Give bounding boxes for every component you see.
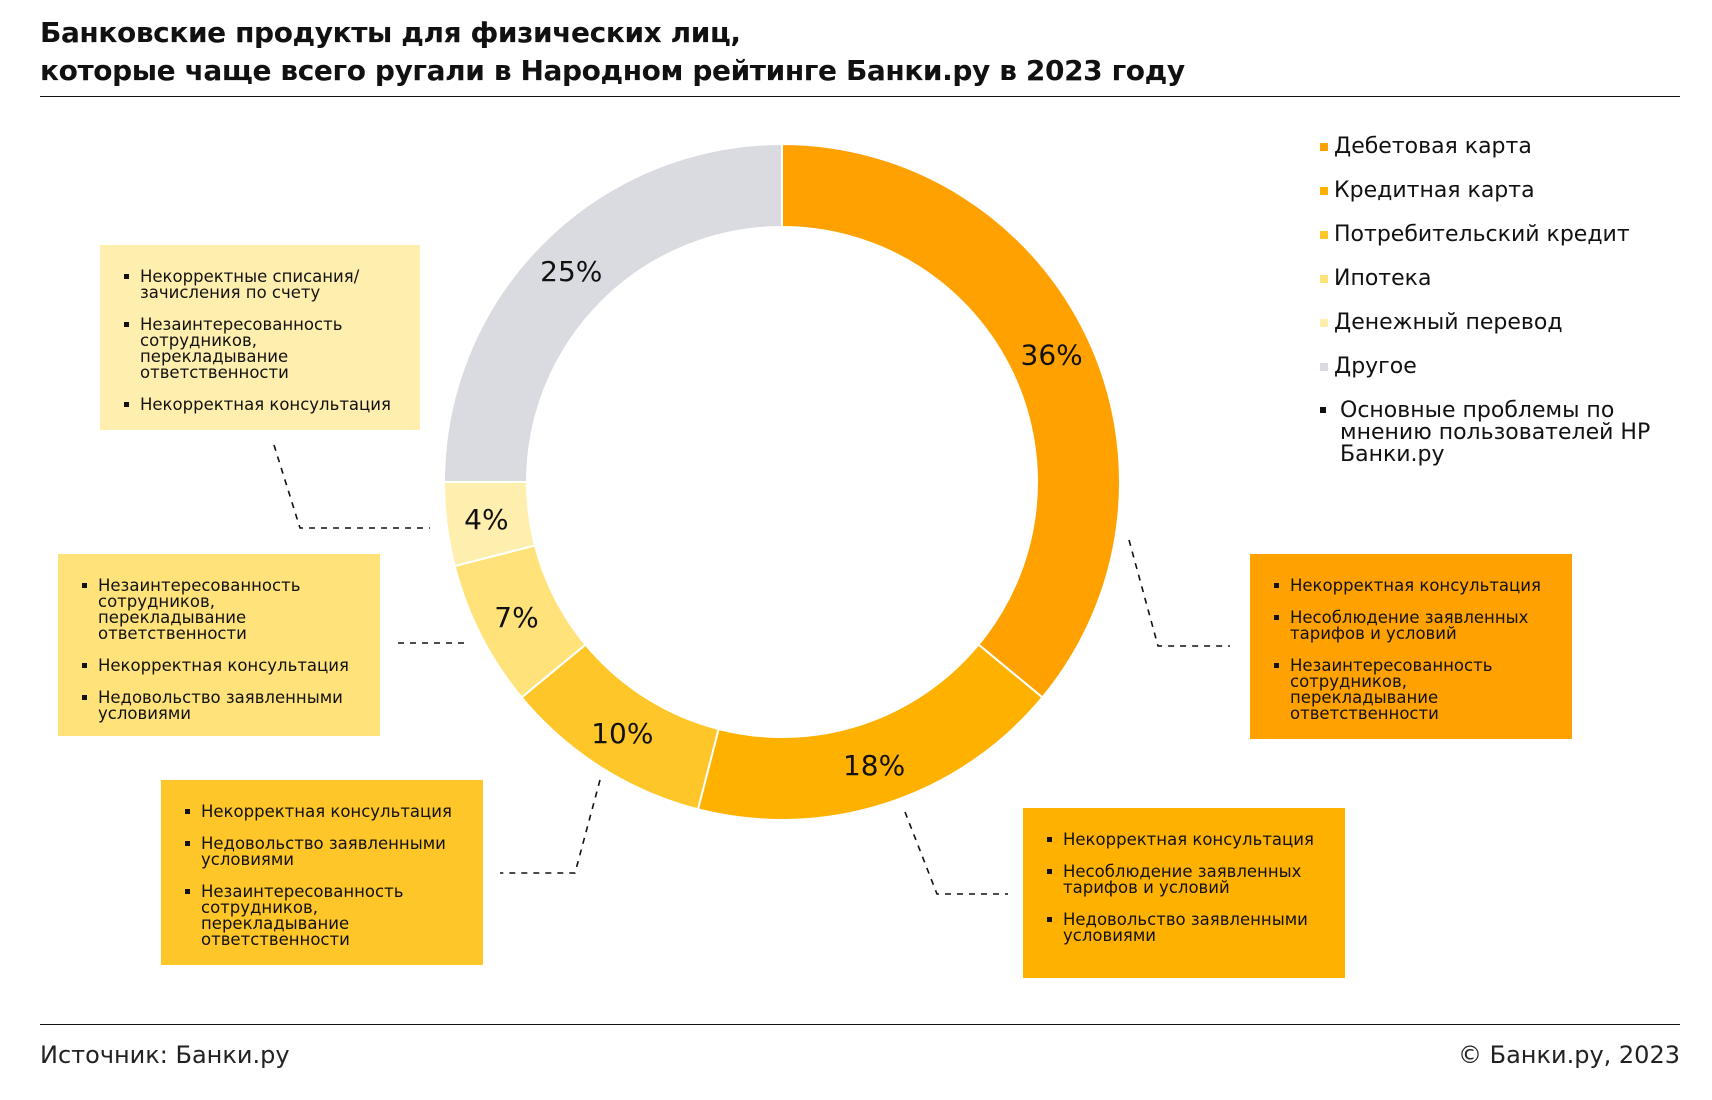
callout-item: Некорректная консультация [183,803,469,820]
legend-label: Другое [1334,354,1417,379]
legend-swatch [1320,231,1328,239]
legend-item: Кредитная карта [1320,176,1700,220]
callout-item: Незаинтересованность сотрудников, перекл… [183,883,469,948]
callout-transfer: Некорректные списания/ зачисления по сче… [100,245,420,430]
legend-item: Потребительский кредит [1320,220,1700,264]
donut-slice-0 [781,142,1121,699]
callout-item: Незаинтересованность сотрудников, перекл… [1272,657,1558,722]
slice-label-0: 36% [1021,339,1083,372]
copyright-note: © Банки.ру, 2023 [1458,1041,1680,1069]
callout-item: Некорректные списания/ зачисления по сче… [122,268,406,301]
slice-label-3: 7% [494,601,538,634]
legend-item: Денежный перевод [1320,308,1700,352]
slice-label-2: 10% [591,717,653,750]
callout-credit-card: Некорректная консультация Несоблюдение з… [1023,808,1345,978]
callout-mortgage: Незаинтересованность сотрудников, перекл… [58,554,380,736]
legend-note-label: Основные проблемы по мнению пользователе… [1340,398,1651,467]
legend-swatch [1320,187,1328,195]
callout-item: Некорректная консультация [1272,577,1558,594]
legend-item: Дебетовая карта [1320,132,1700,176]
slice-label-5: 25% [540,255,602,288]
callout-item: Незаинтересованность сотрудников, перекл… [80,577,366,642]
chart-title-line-1: Банковские продукты для физических лиц, [40,16,741,49]
callout-item: Незаинтересованность сотрудников, перекл… [122,316,406,381]
legend-swatch [1320,275,1328,283]
callout-item: Недовольство заявленными условиями [1045,911,1331,944]
callout-debit-card: Некорректная консультация Несоблюдение з… [1250,554,1572,739]
chart-title-line-2: которые чаще всего ругали в Народном рей… [40,54,1185,87]
legend: Дебетовая карта Кредитная карта Потребит… [1320,132,1700,466]
legend-label: Денежный перевод [1334,310,1563,335]
legend-swatch [1320,143,1328,151]
legend-label: Ипотека [1334,266,1432,291]
callout-item: Некорректная консультация [122,396,406,413]
legend-label: Кредитная карта [1334,178,1535,203]
legend-swatch [1320,319,1328,327]
callout-item: Несоблюдение заявленных тарифов и услови… [1272,609,1558,642]
legend-swatch [1320,363,1328,371]
callout-item: Некорректная консультация [1045,831,1331,848]
callout-item: Недовольство заявленными условиями [80,689,366,722]
callout-item: Некорректная консультация [80,657,366,674]
donut-slice-5 [442,142,783,483]
slice-label-4: 4% [464,503,508,536]
legend-item: Другое [1320,352,1700,396]
legend-label: Потребительский кредит [1334,222,1630,247]
bottom-divider [40,1024,1680,1025]
chart-title: Банковские продукты для физических лиц, … [40,14,1640,90]
callout-item: Несоблюдение заявленных тарифов и услови… [1045,863,1331,896]
legend-item: Ипотека [1320,264,1700,308]
top-divider [40,96,1680,97]
source-note: Источник: Банки.ру [40,1041,290,1069]
callout-item: Недовольство заявленными условиями [183,835,469,868]
callout-consumer-credit: Некорректная консультация Недовольство з… [161,780,483,965]
legend-label: Дебетовая карта [1334,134,1532,159]
slice-label-1: 18% [843,749,905,782]
donut-slice-1 [696,643,1044,821]
legend-note-bullet [1320,407,1326,413]
